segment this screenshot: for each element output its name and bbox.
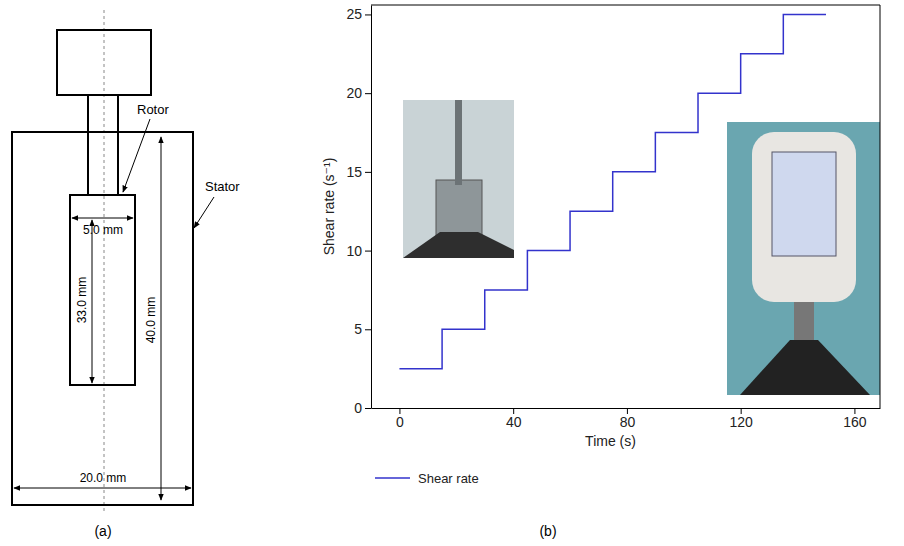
- dimension-line: [92, 220, 93, 383]
- dimension-label: 33.0 mm: [75, 277, 89, 324]
- legend-swatch: [375, 477, 410, 479]
- y-axis-title: Shear rate (s⁻¹): [321, 158, 337, 256]
- y-tick: 20: [346, 85, 371, 101]
- chart-panel: 0 40 80 120 160 0 5 10 15 20 25 Time (s) Shear rate …: [321, 5, 881, 539]
- plot-area: [399, 14, 826, 368]
- dimension-label: 40.0 mm: [144, 297, 158, 344]
- legend: Shear rate: [375, 471, 479, 486]
- y-tick-label: 25: [346, 6, 362, 22]
- y-tick: 25: [346, 6, 371, 22]
- leader-arrow: [123, 119, 150, 192]
- y-tick-label: 15: [346, 164, 362, 180]
- dimension-label: 5.0 mm: [83, 223, 123, 237]
- stator: [12, 132, 193, 505]
- dimension-line: [72, 218, 133, 219]
- y-tick-label: 10: [346, 243, 362, 259]
- x-tick-label: 120: [729, 414, 753, 430]
- x-tick: 0: [396, 408, 404, 430]
- rotor: [70, 195, 135, 385]
- y-tick-mark: [365, 93, 371, 94]
- dimension-line: [161, 137, 162, 500]
- x-axis-title: Time (s): [585, 433, 636, 449]
- y-tick: 10: [346, 243, 371, 259]
- axis-line: [372, 408, 881, 409]
- part-label: Rotor: [137, 102, 169, 117]
- y-tick-mark: [365, 172, 371, 173]
- y-tick: 15: [346, 164, 371, 180]
- figure: 5.0 mm 33.0 mm 40.0 mm 20.0 mm Rotor Stator (a…: [0, 0, 904, 546]
- diagram-panel: 5.0 mm 33.0 mm 40.0 mm 20.0 mm Rotor Stator (a…: [12, 10, 240, 539]
- y-axis: 0 5 10 15 20 25: [346, 6, 371, 416]
- photo-stand: [740, 340, 870, 395]
- x-tick: 80: [620, 408, 636, 430]
- shaft: [87, 95, 89, 195]
- series-line: [399, 14, 826, 368]
- photo-screen: [772, 152, 836, 256]
- photo-inset: [403, 100, 514, 258]
- photo-shaft: [455, 100, 462, 185]
- photo-device: [752, 132, 856, 302]
- part-label: Stator: [205, 179, 240, 194]
- plot-frame: [371, 5, 880, 6]
- x-tick-label: 0: [396, 414, 404, 430]
- x-axis: 0 40 80 120 160: [372, 408, 881, 430]
- y-tick-label: 5: [354, 321, 362, 337]
- y-tick: 5: [354, 321, 371, 337]
- centerline: [104, 10, 105, 512]
- dimension-line: [14, 488, 191, 489]
- y-tick-mark: [365, 408, 371, 409]
- y-tick-mark: [365, 251, 371, 252]
- panel-caption: (a): [94, 523, 111, 539]
- photo-background: [403, 100, 514, 258]
- x-tick: 120: [729, 408, 753, 430]
- legend-label: Shear rate: [418, 471, 479, 486]
- axis-line: [371, 6, 372, 409]
- y-tick-label: 20: [346, 85, 362, 101]
- y-tick: 0: [354, 400, 371, 416]
- x-tick-label: 160: [843, 414, 867, 430]
- motor: [57, 30, 151, 95]
- y-tick-mark: [365, 14, 371, 15]
- x-tick-label: 80: [620, 414, 636, 430]
- x-tick-label: 40: [506, 414, 522, 430]
- y-tick-label: 0: [354, 400, 362, 416]
- photo-inset: [727, 122, 880, 395]
- leader-arrow: [194, 197, 214, 228]
- dimension-label: 20.0 mm: [80, 471, 127, 485]
- plot-frame: [880, 5, 881, 408]
- shaft: [117, 95, 119, 195]
- panel-caption: (b): [539, 523, 556, 539]
- x-tick: 40: [506, 408, 522, 430]
- y-tick-mark: [365, 329, 371, 330]
- photo-background: [727, 122, 880, 395]
- x-tick: 160: [843, 408, 867, 430]
- photo-stand: [403, 232, 514, 258]
